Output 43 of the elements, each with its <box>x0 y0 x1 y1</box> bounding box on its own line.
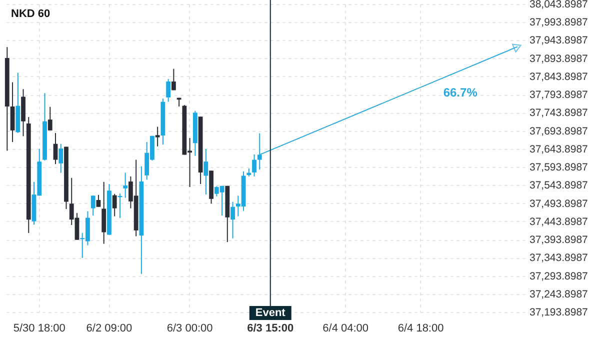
y-tick-label: 37,743.8987 <box>530 107 588 120</box>
y-tick-label: 37,393.8987 <box>530 234 588 246</box>
candlestick <box>155 126 160 147</box>
chart-title: NKD 60 <box>11 8 50 20</box>
x-tick-label: 5/30 18:00 <box>13 322 66 334</box>
y-tick-label: 37,893.8987 <box>530 52 588 65</box>
y-tick-label: 37,193.8987 <box>530 306 588 318</box>
y-tick-label: 37,243.8987 <box>530 288 588 300</box>
candlestick <box>102 181 106 244</box>
candlestick <box>252 154 256 177</box>
candlestick <box>90 195 96 216</box>
y-tick-label: 37,943.8987 <box>530 34 588 47</box>
candlestick <box>230 201 235 239</box>
candlestick <box>112 193 117 217</box>
y-tick-label: 37,843.8987 <box>530 70 588 83</box>
ref-line-label: Event <box>255 307 286 319</box>
y-tick-label: 37,343.8987 <box>530 252 588 264</box>
candlestick <box>171 68 176 91</box>
y-tick-label: 38,043.8987 <box>530 0 588 10</box>
candlestick <box>166 78 171 102</box>
y-tick-label: 37,993.8987 <box>530 16 588 29</box>
y-tick-label: 37,693.8987 <box>530 125 588 138</box>
candlestick <box>53 132 58 165</box>
candlestick <box>58 143 64 174</box>
y-tick-label: 37,593.8987 <box>530 162 588 174</box>
y-tick-label: 37,643.8987 <box>530 143 588 156</box>
candlestick <box>96 194 101 208</box>
x-tick-label: 6/2 09:00 <box>86 322 132 334</box>
y-tick-label: 37,793.8987 <box>530 89 588 102</box>
candlestick <box>10 82 15 143</box>
candlestick <box>204 148 208 196</box>
y-tick-label: 37,443.8987 <box>530 216 588 228</box>
candlestick <box>123 172 128 198</box>
y-tick-label: 37,293.8987 <box>530 270 588 282</box>
candlestick <box>48 106 52 131</box>
annotation: 66.7% <box>443 85 478 100</box>
x-tick-label: 6/3 00:00 <box>166 322 213 334</box>
y-tick-label: 37,493.8987 <box>530 198 588 210</box>
x-tick-label: 6/4 04:00 <box>322 322 369 334</box>
y-tick-label: 37,543.8987 <box>530 180 588 192</box>
x-tick-label: 6/3 15:00 <box>247 322 294 334</box>
x-tick-label: 6/4 18:00 <box>398 322 444 334</box>
candlestick <box>257 132 262 170</box>
